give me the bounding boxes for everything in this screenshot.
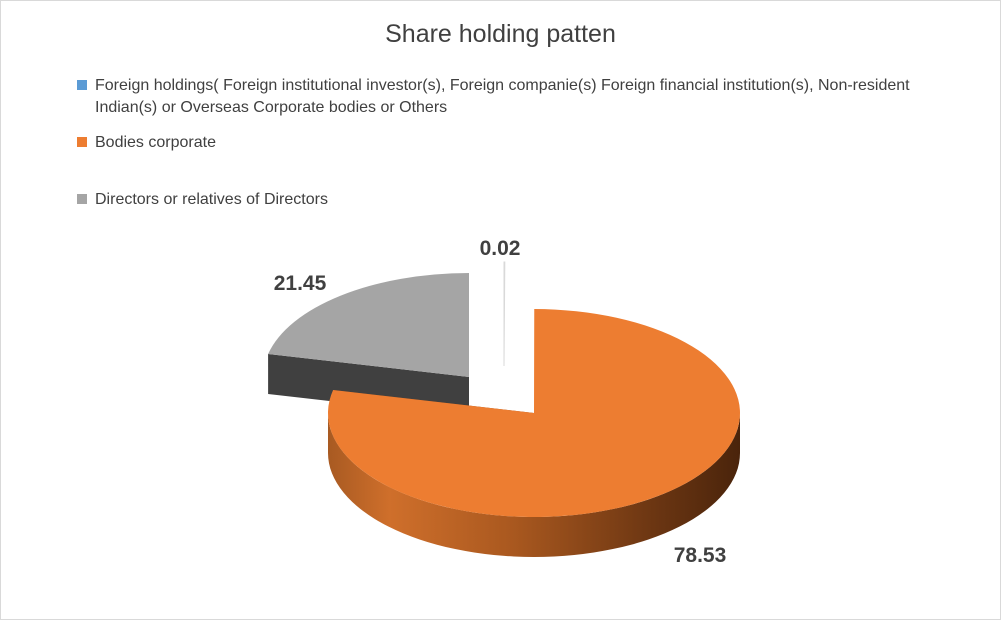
data-label-foreign-holdings: 0.02	[480, 237, 521, 260]
data-label-directors: 21.45	[274, 272, 327, 295]
legend-swatch-foreign-holdings	[77, 80, 87, 90]
legend-label-foreign-holdings: Foreign holdings( Foreign institutional …	[95, 77, 910, 116]
chart-title: Share holding patten	[385, 20, 616, 48]
data-label-bodies-corporate: 78.53	[674, 544, 727, 567]
legend-swatch-directors	[77, 194, 87, 204]
legend-item-directors: Directors or relatives of Directors	[77, 189, 957, 211]
pie-slice-bodies-corporate	[327, 309, 740, 517]
legend-item-foreign-holdings: Foreign holdings( Foreign institutional …	[77, 75, 957, 119]
legend-label-bodies-corporate: Bodies corporate	[95, 134, 216, 151]
pie-slice-side-bodies-corporate	[328, 413, 740, 557]
legend-item-bodies-corporate: Bodies corporate	[77, 132, 957, 154]
legend-label-directors: Directors or relatives of Directors	[95, 191, 328, 208]
pie-slice-foreign-holdings	[503, 261, 506, 367]
pie-slice-directors	[268, 273, 469, 377]
legend-swatch-bodies-corporate	[77, 137, 87, 147]
